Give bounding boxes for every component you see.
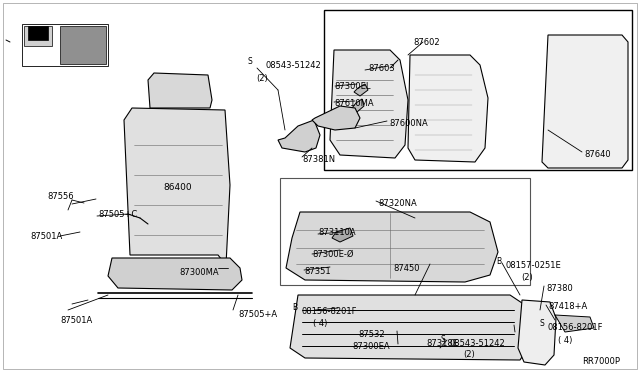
Text: 87300MA: 87300MA [179, 268, 219, 277]
Text: 87501A: 87501A [60, 316, 92, 325]
Text: 87418+A: 87418+A [548, 302, 588, 311]
Text: ( 4): ( 4) [313, 319, 328, 328]
FancyBboxPatch shape [7, 15, 123, 75]
Polygon shape [290, 295, 528, 360]
Text: S: S [248, 57, 252, 65]
Text: 87300EL: 87300EL [334, 82, 371, 91]
Polygon shape [108, 258, 242, 290]
Text: (2): (2) [521, 273, 532, 282]
Text: 87603: 87603 [368, 64, 395, 73]
Text: 87640: 87640 [584, 150, 611, 159]
Text: 87318E: 87318E [426, 339, 458, 348]
Text: S: S [440, 334, 445, 343]
Text: 87610MA: 87610MA [334, 99, 374, 108]
Text: 87600NA: 87600NA [389, 119, 428, 128]
Polygon shape [408, 55, 488, 162]
Text: 87501A: 87501A [30, 232, 62, 241]
Text: 87505+C: 87505+C [98, 210, 137, 219]
Text: 86400: 86400 [163, 183, 191, 192]
Text: S: S [540, 318, 545, 327]
Polygon shape [124, 108, 230, 265]
Polygon shape [148, 73, 212, 108]
Text: 873110A: 873110A [318, 228, 356, 237]
Text: 87556: 87556 [47, 192, 74, 201]
Text: 87602: 87602 [413, 38, 440, 47]
Polygon shape [330, 50, 408, 158]
Polygon shape [312, 106, 360, 130]
Text: ( 4): ( 4) [558, 336, 572, 345]
Text: (2): (2) [256, 74, 268, 83]
Text: 08543-51242: 08543-51242 [265, 61, 321, 70]
Text: 87532: 87532 [358, 330, 385, 339]
Polygon shape [352, 99, 364, 112]
Polygon shape [542, 35, 628, 168]
Text: 87300E-Ø: 87300E-Ø [312, 250, 353, 259]
Bar [28, 26, 48, 40]
Text: B: B [497, 257, 502, 266]
Bar [324, 10, 632, 170]
Polygon shape [278, 120, 320, 152]
Text: 87505+A: 87505+A [238, 310, 277, 319]
Text: RR7000P: RR7000P [582, 357, 620, 366]
Polygon shape [518, 300, 556, 365]
Text: 87450: 87450 [393, 264, 419, 273]
Text: 87351: 87351 [304, 267, 331, 276]
Polygon shape [555, 315, 594, 332]
Text: B: B [292, 302, 298, 311]
Text: (2): (2) [463, 350, 475, 359]
Polygon shape [354, 84, 368, 96]
Text: 08543-51242: 08543-51242 [449, 339, 505, 348]
Polygon shape [286, 212, 498, 282]
Text: 87300EA: 87300EA [352, 342, 390, 351]
Text: 87381N: 87381N [302, 155, 335, 164]
Bar [24, 26, 52, 46]
Bar [60, 26, 106, 64]
Text: 08157-0251E: 08157-0251E [506, 261, 562, 270]
Text: 87320NA: 87320NA [378, 199, 417, 208]
Text: 08156-8201F: 08156-8201F [302, 307, 358, 316]
Polygon shape [332, 228, 353, 242]
Bar [280, 178, 530, 285]
Text: 08156-8201F: 08156-8201F [548, 323, 604, 332]
Bar [22, 24, 108, 66]
Text: 87380: 87380 [546, 284, 573, 293]
